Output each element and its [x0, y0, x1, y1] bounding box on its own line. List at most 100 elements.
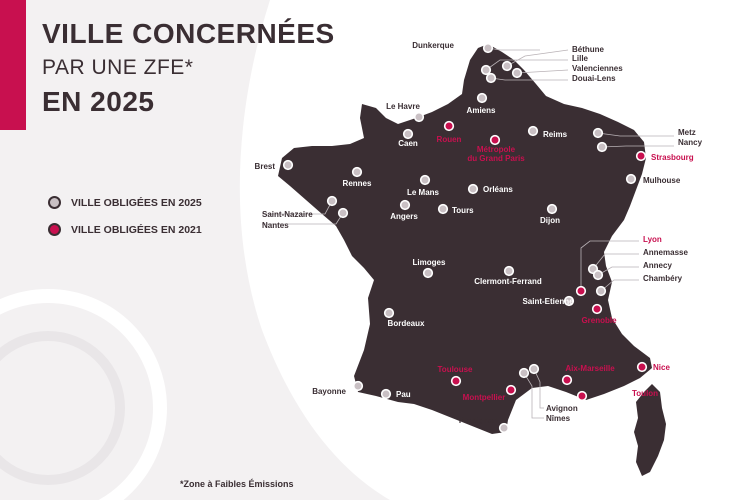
city-label-aix-marseille: Aix-Marseille	[565, 364, 615, 373]
city-label-caen: Caen	[398, 139, 418, 148]
city-label-pau: Pau	[396, 390, 411, 399]
legend-item-2025: VILLE OBLIGÉES EN 2025	[48, 196, 202, 209]
city-marker-nice[interactable]	[636, 361, 648, 373]
city-label-chambery: Chambéry	[643, 274, 683, 283]
city-label-le-havre: Le Havre	[386, 102, 420, 111]
city-marker-metz[interactable]	[592, 127, 604, 139]
city-label-perpignan: Perpignan	[459, 416, 498, 425]
city-label-nice: Nice	[653, 363, 670, 372]
city-label-clermont-ferrand: Clermont-Ferrand	[474, 277, 542, 286]
city-marker-brest[interactable]	[282, 159, 294, 171]
city-label-rennes: Rennes	[343, 179, 372, 188]
city-marker-reims[interactable]	[527, 125, 539, 137]
city-label-annemasse: Annemasse	[643, 248, 688, 257]
leader-line-chambery	[600, 279, 639, 292]
city-label-saint-nazaire: Saint-Nazaire	[262, 210, 313, 219]
city-marker-amiens[interactable]	[476, 92, 488, 104]
city-marker-rennes[interactable]	[351, 166, 363, 178]
city-label-orleans: Orléans	[483, 185, 513, 194]
corsica-shape	[634, 384, 666, 476]
city-marker-avignon[interactable]	[528, 363, 540, 375]
city-labels: Dunkerque BéthuneLilleValenciennesDouai-L…	[255, 41, 703, 425]
city-marker-caen[interactable]	[402, 128, 414, 140]
city-marker-bethune[interactable]	[501, 60, 513, 72]
legend-marker-2021	[48, 223, 61, 236]
legend-label-2021: VILLE OBLIGÉES EN 2021	[71, 223, 202, 236]
city-label-lyon: Lyon	[643, 235, 662, 244]
city-marker-nancy[interactable]	[596, 141, 608, 153]
city-label-annecy: Annecy	[643, 261, 672, 270]
city-label-bayonne: Bayonne	[312, 387, 346, 396]
city-label-limoges: Limoges	[413, 258, 446, 267]
decor-ring-outer	[0, 289, 167, 500]
leader-line-dunkerque	[487, 47, 540, 51]
city-label-valenciennes: Valenciennes	[572, 64, 623, 73]
city-marker-orleans[interactable]	[467, 183, 479, 195]
city-marker-pau[interactable]	[380, 388, 392, 400]
city-marker-strasbourg[interactable]	[635, 150, 647, 162]
city-marker-grenoble[interactable]	[591, 303, 603, 315]
city-label-metropole-du-grand-paris: Métropole du Grand Paris	[467, 145, 525, 163]
city-markers	[282, 42, 648, 434]
city-marker-montpellier[interactable]	[505, 384, 517, 396]
city-label-nancy: Nancy	[678, 138, 703, 147]
title-line-2: PAR UNE ZFE*	[42, 56, 194, 79]
background-swoosh	[0, 0, 390, 500]
city-marker-perpignan[interactable]	[498, 422, 510, 434]
city-marker-toulouse[interactable]	[450, 375, 462, 387]
city-marker-bayonne[interactable]	[352, 380, 364, 392]
city-marker-nantes[interactable]	[337, 207, 349, 219]
city-marker-toulon[interactable]	[576, 390, 588, 402]
city-marker-nimes[interactable]	[518, 367, 530, 379]
city-label-avignon: Avignon	[546, 404, 578, 413]
city-label-mulhouse: Mulhouse	[643, 176, 681, 185]
city-marker-saint-etienne[interactable]	[563, 295, 575, 307]
city-label-douai-lens: Douai-Lens	[572, 74, 616, 83]
city-marker-metropole-du-grand-paris[interactable]	[489, 134, 501, 146]
leader-line-nimes	[523, 372, 544, 419]
city-marker-saint-nazaire[interactable]	[326, 195, 338, 207]
city-marker-limoges[interactable]	[422, 267, 434, 279]
legend-item-2021: VILLE OBLIGÉES EN 2021	[48, 223, 202, 236]
city-marker-annecy[interactable]	[592, 269, 604, 281]
leader-lines	[262, 47, 674, 419]
city-marker-valenciennes[interactable]	[511, 67, 523, 79]
leader-line-annemasse	[592, 253, 639, 270]
city-label-amiens: Amiens	[467, 106, 496, 115]
city-label-dunkerque: Dunkerque	[412, 41, 454, 50]
city-label-toulouse: Toulouse	[438, 365, 474, 374]
city-marker-rouen[interactable]	[443, 120, 455, 132]
city-marker-le-havre[interactable]	[413, 111, 425, 123]
city-marker-chambery[interactable]	[595, 285, 607, 297]
legend-marker-2025	[48, 196, 61, 209]
city-label-saint-etienne: Saint-Etienne	[522, 297, 574, 306]
city-label-nimes: Nîmes	[546, 414, 571, 423]
footnote: *Zone à Faibles Émissions	[180, 479, 294, 489]
city-marker-dunkerque[interactable]	[482, 42, 494, 54]
city-marker-lyon[interactable]	[575, 285, 587, 297]
city-marker-dijon[interactable]	[546, 203, 558, 215]
leader-line-avignon	[533, 368, 544, 409]
france-mainland-shape	[278, 44, 652, 434]
city-marker-douai-lens[interactable]	[485, 72, 497, 84]
city-marker-lille[interactable]	[480, 64, 492, 76]
city-label-bordeaux: Bordeaux	[388, 319, 425, 328]
city-label-tours: Tours	[452, 206, 474, 215]
city-marker-aix-marseille[interactable]	[561, 374, 573, 386]
city-marker-bordeaux[interactable]	[383, 307, 395, 319]
city-label-nantes: Nantes	[262, 221, 289, 230]
city-label-metz: Metz	[678, 128, 696, 137]
city-marker-le-mans[interactable]	[419, 174, 431, 186]
leader-line-bethune	[506, 49, 569, 67]
city-marker-angers[interactable]	[399, 199, 411, 211]
city-marker-mulhouse[interactable]	[625, 173, 637, 185]
decor-ring-inner	[0, 331, 125, 485]
title-line-1: VILLE CONCERNÉES	[42, 18, 335, 49]
city-marker-clermont-ferrand[interactable]	[503, 265, 515, 277]
city-label-strasbourg: Strasbourg	[651, 153, 694, 162]
city-label-rouen: Rouen	[437, 135, 462, 144]
city-label-le-mans: Le Mans	[407, 188, 440, 197]
city-marker-tours[interactable]	[437, 203, 449, 215]
